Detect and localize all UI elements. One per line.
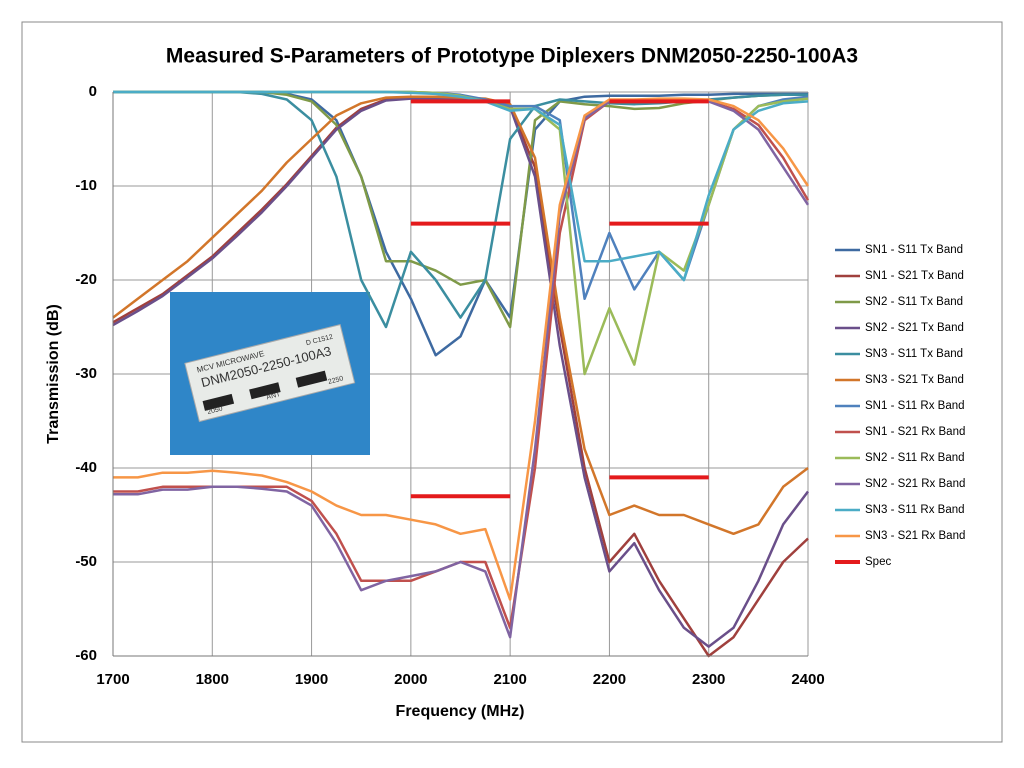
x-tick-label: 2100: [493, 671, 526, 688]
x-axis-label: Frequency (MHz): [396, 703, 525, 720]
y-tick-label: -60: [75, 647, 97, 664]
y-tick-label: 0: [89, 83, 97, 100]
legend-label: SN2 - S11 Rx Band: [865, 452, 965, 464]
x-tick-label: 1900: [295, 671, 328, 688]
legend-label: SN2 - S11 Tx Band: [865, 296, 963, 308]
photo-label: ANT: [266, 391, 282, 401]
component-pin: [202, 393, 235, 411]
legend-label: SN3 - S11 Rx Band: [865, 504, 965, 516]
x-tick-label: 2200: [593, 671, 626, 688]
legend-label: SN3 - S21 Rx Band: [865, 530, 965, 542]
y-axis-label: Transmission (dB): [45, 304, 62, 444]
photo-label: 2050: [207, 405, 224, 416]
y-tick-label: -20: [75, 271, 97, 288]
y-tick-label: -50: [75, 553, 97, 570]
legend-label: SN1 - S21 Rx Band: [865, 426, 965, 438]
legend-label: SN1 - S21 Tx Band: [865, 270, 964, 282]
x-tick-label: 2300: [692, 671, 725, 688]
x-tick-label: 2000: [394, 671, 427, 688]
legend-label: SN2 - S21 Tx Band: [865, 322, 964, 334]
y-tick-label: -40: [75, 459, 97, 476]
x-tick-label: 1700: [96, 671, 129, 688]
legend-label: Spec: [865, 556, 891, 568]
component-pin: [295, 370, 328, 388]
x-tick-label: 1800: [196, 671, 229, 688]
chart-border: [21, 21, 1003, 743]
legend-label: SN1 - S11 Tx Band: [865, 244, 963, 256]
legend-label: SN1 - S11 Rx Band: [865, 400, 965, 412]
component-pin: [249, 382, 281, 400]
legend-label: SN3 - S21 Tx Band: [865, 374, 964, 386]
x-tick-label: 2400: [791, 671, 824, 688]
chart-title: Measured S-Parameters of Prototype Diple…: [166, 45, 858, 68]
y-tick-label: -30: [75, 365, 97, 382]
series-line: [113, 90, 809, 282]
series-line: [113, 97, 810, 601]
y-tick-label: -10: [75, 177, 97, 194]
photo-label: 2250: [327, 375, 344, 386]
legend-label: SN3 - S11 Tx Band: [865, 348, 963, 360]
legend-label: SN2 - S21 Rx Band: [865, 478, 965, 490]
